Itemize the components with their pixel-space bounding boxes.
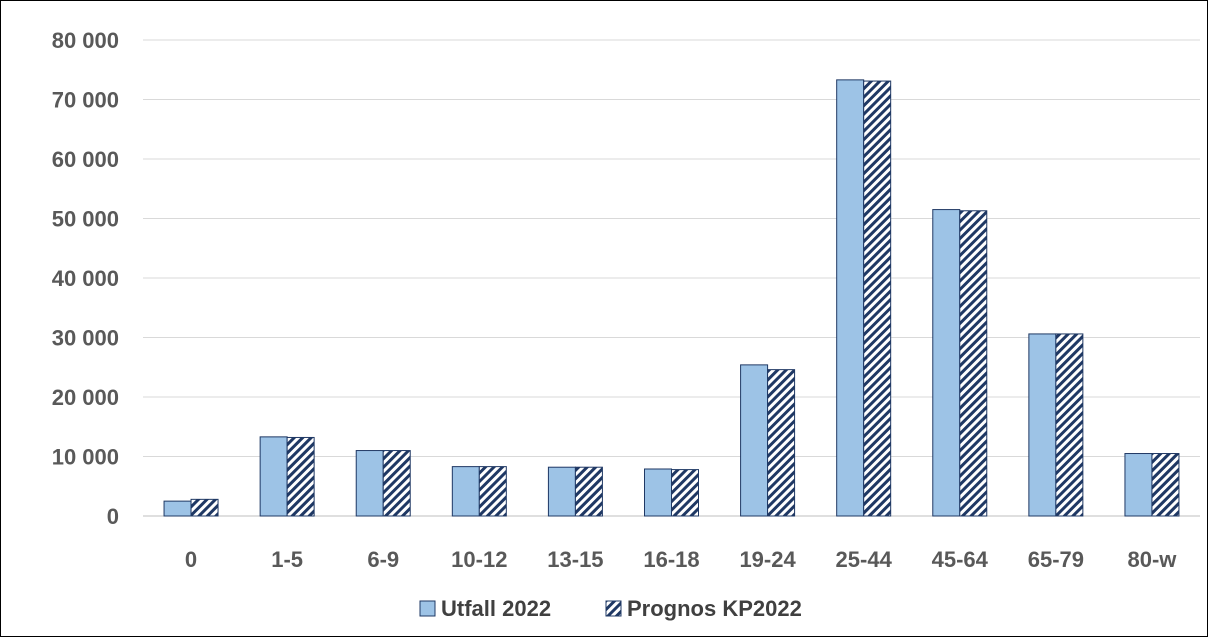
y-tick-label: 30 000	[52, 326, 119, 351]
y-tick-label: 40 000	[52, 266, 119, 291]
bars	[163, 79, 1180, 517]
x-tick-label: 65-79	[1028, 547, 1084, 572]
bar-prognos-kp2022	[478, 466, 507, 517]
gridlines	[143, 39, 1200, 517]
bar-utfall-2022	[1124, 453, 1153, 517]
bar-prognos-kp2022	[574, 466, 603, 517]
bar-utfall-2022	[1028, 333, 1057, 517]
bar-prognos-kp2022	[959, 210, 988, 517]
bar-utfall-2022	[259, 436, 288, 517]
bar-prognos-kp2022	[863, 80, 892, 517]
legend-label-prognos-kp2022: Prognos KP2022	[627, 596, 802, 621]
x-tick-label: 25-44	[836, 547, 893, 572]
legend: Utfall 2022 Prognos KP2022	[419, 596, 802, 621]
bar-utfall-2022	[163, 500, 192, 517]
bar-prognos-kp2022	[286, 436, 315, 517]
x-tick-label: 16-18	[643, 547, 699, 572]
y-axis-ticks: 0 10 000 20 000 30 000 40 000 50 000 60 000 70 …	[52, 28, 119, 529]
bar-utfall-2022	[836, 79, 865, 517]
legend-swatch-utfall-2022	[419, 600, 436, 617]
bar-utfall-2022	[932, 209, 961, 517]
bar-utfall-2022	[740, 364, 769, 517]
x-tick-label: 13-15	[547, 547, 603, 572]
y-tick-label: 60 000	[52, 147, 119, 172]
bar-utfall-2022	[547, 466, 576, 517]
bar-prognos-kp2022	[1055, 333, 1084, 517]
bar-prognos-kp2022	[671, 469, 699, 517]
legend-label-utfall-2022: Utfall 2022	[441, 596, 551, 621]
x-tick-label: 10-12	[451, 547, 507, 572]
bar-prognos-kp2022	[767, 369, 796, 517]
bar-prognos-kp2022	[1151, 453, 1180, 517]
bar-utfall-2022	[644, 468, 672, 517]
bar-prognos-kp2022	[190, 498, 219, 517]
x-tick-label: 1-5	[271, 547, 303, 572]
x-tick-label: 19-24	[739, 547, 796, 572]
x-tick-label: 45-64	[932, 547, 989, 572]
y-tick-label: 0	[107, 504, 119, 529]
bar-prognos-kp2022	[382, 450, 411, 517]
y-tick-label: 20 000	[52, 385, 119, 410]
bar-utfall-2022	[451, 466, 480, 517]
y-tick-label: 50 000	[52, 207, 119, 232]
y-tick-label: 80 000	[52, 28, 119, 53]
x-tick-label: 0	[185, 547, 197, 572]
y-tick-label: 70 000	[52, 88, 119, 113]
x-axis-ticks: 0 1-5 6-9 10-12 13-15 16-18 19-24 25-44 45-64 65-…	[185, 547, 1177, 572]
bar-utfall-2022	[355, 450, 384, 517]
y-tick-label: 10 000	[52, 445, 119, 470]
x-tick-label: 80-w	[1127, 547, 1177, 572]
x-tick-label: 6-9	[367, 547, 399, 572]
legend-swatch-prognos-kp2022	[605, 600, 622, 617]
